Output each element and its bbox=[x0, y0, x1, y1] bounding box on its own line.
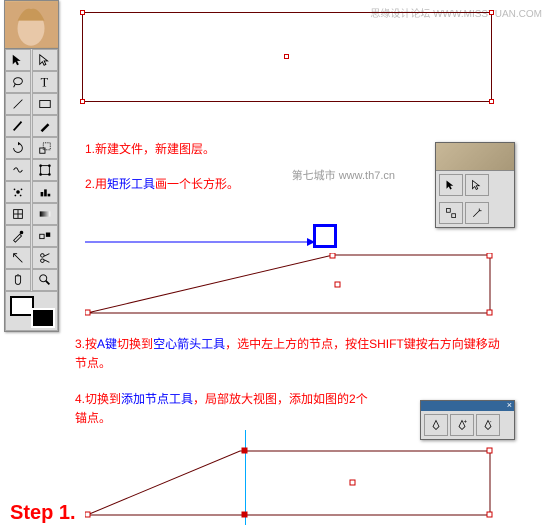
main-toolbox: T bbox=[4, 0, 59, 332]
instruction-4: 4.切换到添加节点工具，局部放大视图，添加如图的2个锚点。 bbox=[75, 390, 375, 428]
blend-tool[interactable] bbox=[32, 225, 58, 247]
panel-header-image bbox=[436, 143, 514, 171]
graph-tool[interactable] bbox=[32, 181, 58, 203]
canvas-area: 1.新建文件，新建图层。 2.用矩形工具画一个长方形。 第七城市 www.th7… bbox=[75, 0, 545, 530]
symbol-tool[interactable] bbox=[5, 181, 31, 203]
hand-tool[interactable] bbox=[5, 269, 31, 291]
add-anchor-btn[interactable]: + bbox=[450, 414, 474, 436]
svg-text:+: + bbox=[464, 420, 468, 426]
svg-text:-: - bbox=[490, 420, 492, 426]
handle-icon bbox=[80, 10, 85, 15]
rectangle-shape-1 bbox=[82, 12, 492, 102]
selection-tool-panel bbox=[435, 142, 515, 228]
arrow-annotation bbox=[85, 232, 323, 252]
svg-text:T: T bbox=[40, 75, 48, 89]
free-transform-tool[interactable] bbox=[32, 159, 58, 181]
rectangle-shape-2 bbox=[85, 253, 490, 313]
rotate-tool[interactable] bbox=[5, 137, 31, 159]
type-tool[interactable]: T bbox=[32, 71, 58, 93]
scissors-tool[interactable] bbox=[32, 247, 58, 269]
handle-icon bbox=[80, 99, 85, 104]
brush-tool[interactable] bbox=[5, 115, 31, 137]
panel-titlebar[interactable]: × bbox=[421, 401, 514, 411]
direct-selection-tool-btn[interactable] bbox=[465, 174, 489, 196]
pen-tool-panel: × + - bbox=[420, 400, 515, 440]
pen-tool-btn[interactable] bbox=[424, 414, 448, 436]
background-color[interactable] bbox=[31, 308, 55, 328]
eyedropper-tool[interactable] bbox=[5, 225, 31, 247]
close-icon[interactable]: × bbox=[507, 400, 512, 410]
instruction-3: 3.按A键切换到空心箭头工具，选中左上方的节点，按住SHIFT键按右方向键移动节… bbox=[75, 335, 505, 373]
handle-icon bbox=[489, 10, 494, 15]
tool-grid: T bbox=[5, 49, 58, 331]
highlight-box bbox=[313, 224, 337, 248]
move-tool[interactable] bbox=[5, 49, 31, 71]
mesh-tool[interactable] bbox=[5, 203, 31, 225]
zoom-tool[interactable] bbox=[32, 269, 58, 291]
toolbox-header-image bbox=[5, 1, 58, 49]
magic-wand-btn[interactable] bbox=[465, 202, 489, 224]
lasso-tool[interactable] bbox=[5, 71, 31, 93]
gradient-tool[interactable] bbox=[32, 203, 58, 225]
warp-tool[interactable] bbox=[5, 159, 31, 181]
delete-anchor-btn[interactable]: - bbox=[476, 414, 500, 436]
rectangle-shape-3 bbox=[85, 445, 490, 515]
slice-tool[interactable] bbox=[5, 247, 31, 269]
line-tool[interactable] bbox=[5, 93, 31, 115]
handle-icon bbox=[284, 54, 289, 59]
step-label: Step 1. bbox=[10, 502, 76, 525]
selection-tool-btn[interactable] bbox=[439, 174, 463, 196]
pencil-tool[interactable] bbox=[32, 115, 58, 137]
instruction-1: 1.新建文件，新建图层。 bbox=[85, 140, 215, 157]
scale-tool[interactable] bbox=[32, 137, 58, 159]
watermark2-text: 第七城市 www.th7.cn bbox=[292, 167, 395, 183]
group-select-btn[interactable] bbox=[439, 202, 463, 224]
color-wells[interactable] bbox=[5, 291, 58, 331]
instruction-2: 2.用矩形工具画一个长方形。 bbox=[85, 175, 239, 192]
direct-select-tool[interactable] bbox=[32, 49, 58, 71]
rect-tool[interactable] bbox=[32, 93, 58, 115]
handle-icon bbox=[489, 99, 494, 104]
